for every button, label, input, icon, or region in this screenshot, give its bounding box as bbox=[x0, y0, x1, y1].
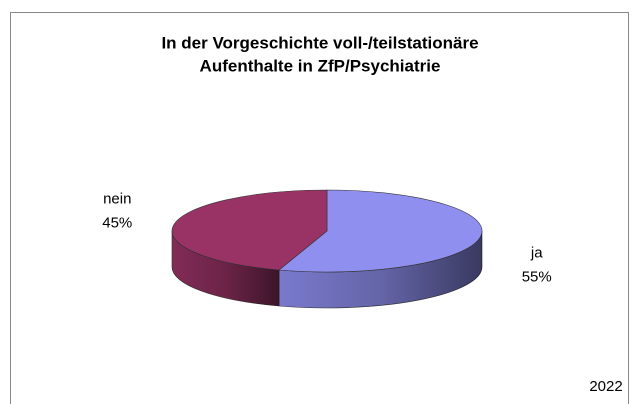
slice bbox=[278, 189, 483, 273]
annotation: 2022 bbox=[589, 378, 622, 395]
chart-title: In der Vorgeschichte voll-/teilstationär… bbox=[161, 33, 478, 52]
slice-label: nein bbox=[103, 191, 131, 208]
slice-label: ja bbox=[530, 244, 543, 261]
chart-title: Aufenthalte in ZfP/Psychiatrie bbox=[200, 56, 441, 75]
value-label: 45% bbox=[102, 215, 132, 232]
slice bbox=[171, 189, 328, 271]
value-label: 55% bbox=[522, 268, 552, 285]
slice-side-shade bbox=[172, 231, 280, 306]
